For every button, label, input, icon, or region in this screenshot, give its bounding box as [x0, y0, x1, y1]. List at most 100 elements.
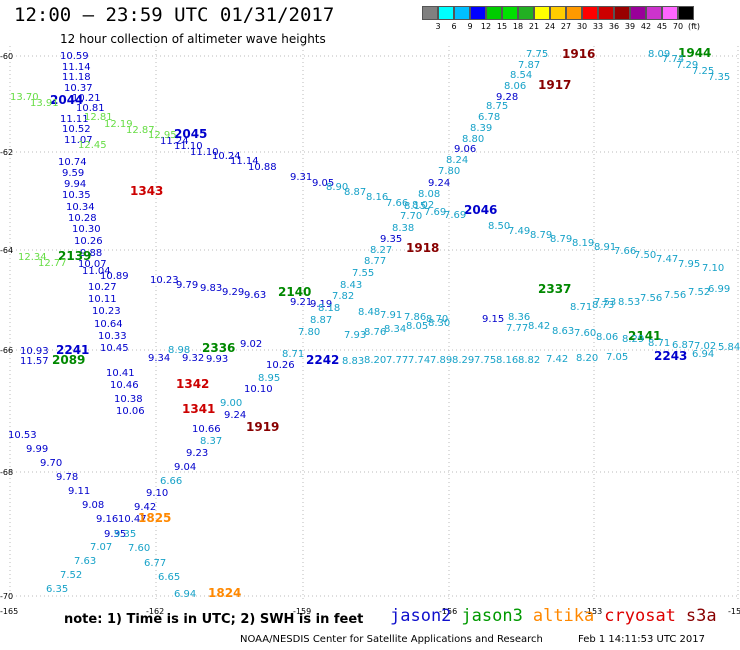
wave-height-value: 8.20: [576, 353, 598, 364]
wave-height-value: 8.20: [364, 355, 386, 366]
wave-height-value: 8.73: [592, 300, 614, 311]
wave-height-value: 8.71: [570, 302, 592, 313]
wave-height-value: 10.81: [76, 103, 105, 114]
wave-height-value: 10.21: [72, 93, 101, 104]
wave-height-value: 8.38: [392, 223, 414, 234]
wave-height-value: 10.41: [106, 368, 135, 379]
wave-height-value: 7.75: [474, 355, 496, 366]
wave-height-value: 6.66: [160, 476, 182, 487]
wave-height-value: 7.47: [656, 254, 678, 265]
wave-height-value: 8.98: [168, 345, 190, 356]
wave-height-value: 7.02: [694, 341, 716, 352]
color-scale-swatch: [454, 6, 470, 20]
wave-height-value: 9.99: [26, 444, 48, 455]
wave-height-value: 6.35: [46, 584, 68, 595]
wave-height-value: 7.74: [408, 355, 430, 366]
latitude-tick-label: -64: [0, 246, 13, 255]
wave-height-value: 10.30: [72, 224, 101, 235]
wave-height-value: 11.57: [20, 356, 49, 367]
wave-height-value: 9.35: [380, 234, 402, 245]
color-scale-swatch: [646, 6, 662, 20]
color-scale-swatch: [614, 6, 630, 20]
wave-height-value: 7.77: [506, 323, 528, 334]
wave-height-value: 7.07: [90, 542, 112, 553]
color-scale-label: 45: [656, 22, 668, 31]
pass-time-label: 1343: [130, 184, 163, 198]
wave-height-value: 8.18: [318, 303, 340, 314]
wave-height-value: 7.69: [424, 207, 446, 218]
wave-height-value: 10.88: [248, 162, 277, 173]
wave-height-value: 9.63: [244, 290, 266, 301]
pass-time-label: 1944: [678, 46, 711, 60]
color-scale-swatch: [550, 6, 566, 20]
wave-height-value: 12.34: [18, 252, 47, 263]
color-scale-swatch: [566, 6, 582, 20]
wave-height-value: 7.52: [688, 287, 710, 298]
wave-height-value: 9.35: [114, 529, 136, 540]
wave-height-value: 8.29: [622, 334, 644, 345]
wave-height-value: 9.10: [146, 488, 168, 499]
pass-time-label: 1824: [208, 586, 241, 600]
color-scale-swatch: [502, 6, 518, 20]
wave-height-value: 7.75: [526, 49, 548, 60]
wave-height-value: 9.04: [174, 462, 196, 473]
wave-height-value: 9.59: [62, 168, 84, 179]
wave-height-value: 10.10: [244, 384, 273, 395]
wave-height-value: 10.53: [8, 430, 37, 441]
wave-height-value: 10.35: [62, 190, 91, 201]
wave-height-value: 12.19: [104, 119, 133, 130]
wave-height-value: 8.53: [618, 297, 640, 308]
wave-height-value: 7.87: [518, 60, 540, 71]
wave-height-value: 8.87: [344, 187, 366, 198]
wave-height-value: 12.77: [38, 258, 67, 269]
wave-height-value: 9.06: [454, 144, 476, 155]
wave-height-value: 8.50: [488, 221, 510, 232]
wave-height-value: 8.90: [326, 182, 348, 193]
color-scale-label: 42: [640, 22, 652, 31]
pass-time-label: 1341: [182, 402, 215, 416]
wave-height-value: 11.10: [174, 141, 203, 152]
wave-height-value: 8.39: [470, 123, 492, 134]
wave-height-value: 7.69: [444, 210, 466, 221]
pass-time-label: 1342: [176, 377, 209, 391]
wave-height-value: 7.95: [678, 259, 700, 270]
wave-height-value: 8.95: [258, 373, 280, 384]
wave-height-value: 7.05: [606, 352, 628, 363]
wave-height-value: 11.04: [82, 266, 111, 277]
wave-height-value: 7.89: [430, 355, 452, 366]
pass-time-label: 2141: [628, 329, 661, 343]
color-scale-swatch: [486, 6, 502, 20]
pass-time-label: 1918: [406, 241, 439, 255]
longitude-tick-label: -150: [728, 607, 740, 616]
wave-height-value: 7.60: [128, 543, 150, 554]
color-scale-swatch: [630, 6, 646, 20]
pass-time-label: 1919: [246, 420, 279, 434]
wave-height-value: 8.34: [384, 324, 406, 335]
wave-height-value: 9.32: [182, 353, 204, 364]
pass-time-label: 1917: [538, 78, 571, 92]
pass-time-label: 2243: [654, 349, 687, 363]
wave-height-value: 8.76: [364, 327, 386, 338]
wave-height-value: 8.43: [340, 280, 362, 291]
wave-height-value: 8.75: [486, 101, 508, 112]
color-scale-label: 18: [512, 22, 524, 31]
wave-height-value: 8.06: [504, 81, 526, 92]
wave-height-value: 10.64: [94, 319, 123, 330]
wave-height-value: 7.80: [438, 166, 460, 177]
wave-height-value: 8.19: [572, 238, 594, 249]
wave-height-value: 9.78: [56, 472, 78, 483]
color-scale-swatch: [582, 6, 598, 20]
wave-height-value: 9.21: [290, 297, 312, 308]
wave-height-value: 8.02: [412, 200, 434, 211]
wave-height-value: 9.00: [220, 398, 242, 409]
wave-height-labels: 10.5911.1411.1810.37204410.2110.8111.111…: [8, 46, 740, 600]
wave-height-value: 10.24: [212, 151, 241, 162]
wave-height-value: 10.28: [68, 213, 97, 224]
color-scale-swatch: [422, 6, 438, 20]
wave-height-value: 10.66: [192, 424, 221, 435]
pass-time-label: 1825: [138, 511, 171, 525]
pass-time-label: 2242: [306, 353, 339, 367]
wave-height-value: 12.95: [148, 130, 177, 141]
pass-time-label: 2140: [278, 285, 311, 299]
wave-height-value: 7.63: [74, 556, 96, 567]
